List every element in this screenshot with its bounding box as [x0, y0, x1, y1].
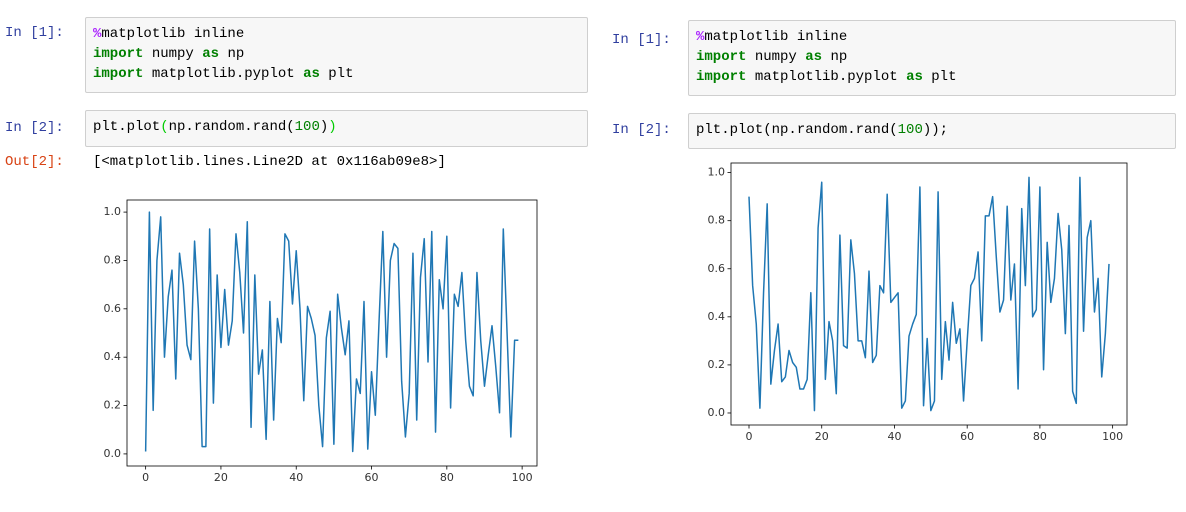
x-tick-label: 60: [960, 430, 974, 443]
y-tick-label: 0.6: [104, 302, 122, 315]
y-tick-label: 0.2: [708, 358, 726, 371]
token: np.random.rand(: [168, 119, 295, 135]
token: as: [303, 66, 320, 82]
axes-frame: [730, 162, 1128, 426]
token: numpy: [143, 46, 203, 62]
code-line: plt.plot(np.random.rand(100));: [696, 120, 1168, 140]
output-prompt: Out[2]:: [5, 154, 64, 170]
token: (: [160, 119, 169, 135]
token: matplotlib inline: [101, 26, 245, 42]
token: plt: [922, 69, 957, 85]
token: %: [696, 29, 705, 45]
token: as: [906, 69, 923, 85]
code-line: %matplotlib inline: [93, 24, 580, 44]
data-line: [748, 176, 1110, 412]
token: np: [822, 49, 848, 65]
token: as: [202, 46, 220, 62]
prompt: In [1]:: [5, 25, 64, 41]
code-cell[interactable]: plt.plot(np.random.rand(100)): [85, 110, 588, 147]
y-tick-label: 1.0: [708, 166, 726, 179]
token: matplotlib.pyplot: [746, 69, 907, 85]
token: plt.plot(np.random.rand(: [696, 122, 898, 138]
x-tick-label: 20: [815, 430, 829, 443]
code-line: plt.plot(np.random.rand(100)): [93, 117, 580, 137]
x-tick-label: 40: [289, 471, 303, 484]
x-tick-label: 40: [887, 430, 901, 443]
y-tick-label: 0.0: [104, 447, 122, 460]
token: as: [805, 49, 823, 65]
token: numpy: [746, 49, 806, 65]
data-line: [144, 211, 519, 453]
code-line: import numpy as np: [696, 47, 1168, 67]
token: 100: [897, 122, 923, 138]
code-line: %matplotlib inline: [696, 27, 1168, 47]
x-tick-label: 20: [214, 471, 228, 484]
code-cell[interactable]: %matplotlib inline import numpy as np im…: [688, 20, 1176, 96]
y-tick-label: 0.4: [104, 350, 122, 363]
code-cell[interactable]: %matplotlib inline import numpy as np im…: [85, 17, 588, 93]
token: import: [696, 49, 747, 65]
y-tick-label: 0.8: [104, 253, 122, 266]
y-tick-label: 1.0: [104, 205, 122, 218]
token: import: [696, 69, 747, 85]
token: matplotlib inline: [704, 29, 848, 45]
token: import: [93, 46, 144, 62]
x-tick-label: 60: [365, 471, 379, 484]
x-tick-label: 100: [1102, 430, 1123, 443]
axes-frame: [126, 199, 538, 467]
token: ));: [922, 122, 949, 138]
x-tick-label: 0: [746, 430, 753, 443]
x-tick-label: 80: [440, 471, 454, 484]
x-tick-label: 0: [142, 471, 149, 484]
output-text: [<matplotlib.lines.Line2D at 0x116ab09e8…: [93, 154, 446, 170]
token: plt: [319, 66, 354, 82]
y-tick-label: 0.6: [708, 262, 726, 275]
token: %: [93, 26, 102, 42]
prompt: In [1]:: [612, 32, 671, 48]
y-tick-label: 0.2: [104, 399, 122, 412]
code-line: import matplotlib.pyplot as plt: [93, 64, 580, 84]
token: matplotlib.pyplot: [143, 66, 304, 82]
y-tick-label: 0.4: [708, 310, 726, 323]
token: import: [93, 66, 144, 82]
prompt: In [2]:: [5, 120, 64, 136]
token: ): [328, 119, 337, 135]
token: plt.plot: [93, 119, 161, 135]
prompt: In [2]:: [612, 122, 671, 138]
token: 100: [294, 119, 320, 135]
x-tick-label: 80: [1033, 430, 1047, 443]
y-tick-label: 0.0: [708, 406, 726, 419]
token: np: [219, 46, 245, 62]
code-line: import numpy as np: [93, 44, 580, 64]
y-tick-label: 0.8: [708, 214, 726, 227]
x-tick-label: 100: [512, 471, 533, 484]
code-line: import matplotlib.pyplot as plt: [696, 67, 1168, 87]
token: ): [319, 119, 329, 135]
code-cell[interactable]: plt.plot(np.random.rand(100));: [688, 113, 1176, 149]
